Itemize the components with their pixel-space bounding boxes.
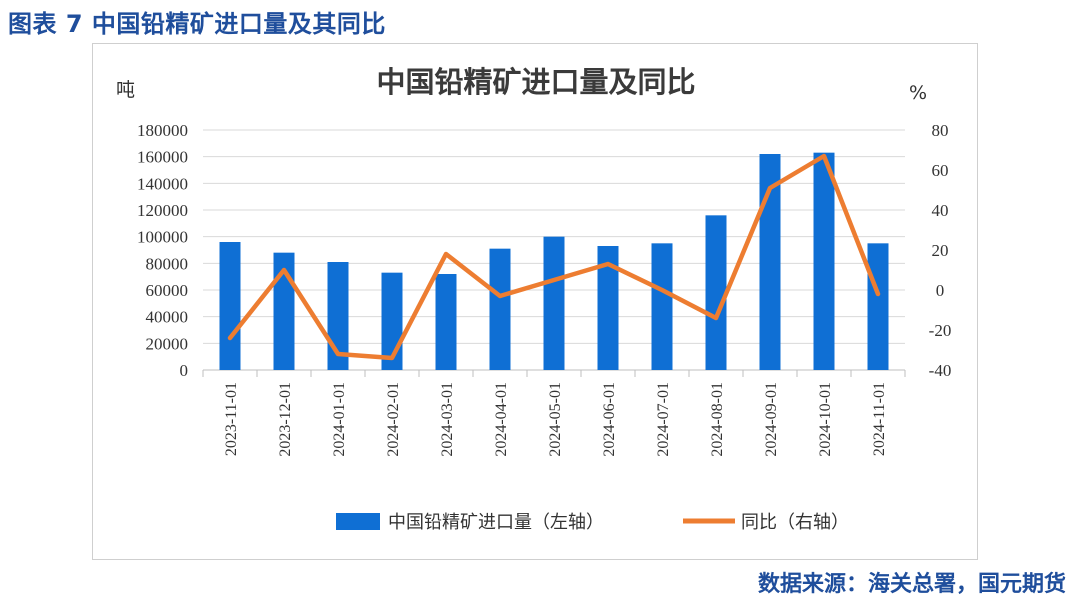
y-left-tick-label: 40000 xyxy=(146,308,189,327)
source-note: 数据来源：海关总署，国元期货 xyxy=(757,572,1066,597)
y-right-tick-label: 60 xyxy=(932,161,949,180)
x-tick-label: 2024-02-01 xyxy=(385,382,402,457)
x-tick-label: 2023-12-01 xyxy=(277,382,294,457)
y-right-tick-label: -20 xyxy=(929,321,952,340)
bar xyxy=(759,154,781,370)
left-axis-unit: 吨 xyxy=(116,79,135,101)
bar-layer xyxy=(219,152,889,370)
x-tick-label: 2024-09-01 xyxy=(763,382,780,457)
bar xyxy=(651,243,673,370)
x-tick-label: 2024-05-01 xyxy=(547,382,564,457)
x-tick-label: 2024-04-01 xyxy=(493,382,510,457)
y-left-tick-label: 60000 xyxy=(146,281,189,300)
legend-swatch-bar xyxy=(336,513,380,530)
right-axis-unit: % xyxy=(909,82,927,104)
bar xyxy=(489,248,511,370)
x-tick-label: 2024-10-01 xyxy=(817,382,834,457)
bar xyxy=(543,236,565,370)
y-right-tick-label: 0 xyxy=(936,281,945,300)
y-left-tick-label: 140000 xyxy=(137,174,188,193)
bar xyxy=(219,242,241,370)
x-tick-label: 2024-07-01 xyxy=(655,382,672,457)
y-right-tick-label: 40 xyxy=(932,201,949,220)
y-left-tick-label: 100000 xyxy=(137,228,188,247)
line-layer xyxy=(227,153,881,361)
y-left-tick-label: 120000 xyxy=(137,201,188,220)
x-tick-label: 2024-03-01 xyxy=(439,382,456,457)
bar xyxy=(867,243,889,370)
bar xyxy=(435,274,457,370)
tick-layer: 180000 160000 140000 120000 100000 80000 60000… xyxy=(137,121,951,457)
x-tick-label: 2024-08-01 xyxy=(709,382,726,457)
figure-caption: 图表 7 中国铅精矿进口量及其同比 xyxy=(8,10,386,38)
chart-title: 中国铅精矿进口量及同比 xyxy=(376,65,695,99)
y-right-tick-label: 80 xyxy=(932,121,949,140)
x-tick-label: 2024-11-01 xyxy=(871,382,888,456)
y-left-tick-label: 80000 xyxy=(146,254,189,273)
legend-label-bar: 中国铅精矿进口量（左轴） xyxy=(388,512,604,533)
y-right-tick-label: 20 xyxy=(932,241,949,260)
y-left-tick-label: 20000 xyxy=(146,334,189,353)
legend-label-line: 同比（右轴） xyxy=(741,512,849,533)
legend: 中国铅精矿进口量（左轴） 同比（右轴） xyxy=(336,512,849,533)
bar xyxy=(813,152,835,370)
y-left-tick-label: 180000 xyxy=(137,121,188,140)
x-tick-label: 2024-06-01 xyxy=(601,382,618,457)
y-left-tick-label: 0 xyxy=(180,361,189,380)
x-tick-label: 2024-01-01 xyxy=(331,382,348,457)
x-tick-label: 2023-11-01 xyxy=(223,382,240,456)
bar xyxy=(705,215,727,370)
y-right-tick-label: -40 xyxy=(929,361,952,380)
bar xyxy=(597,246,619,370)
y-left-tick-label: 160000 xyxy=(137,148,188,167)
